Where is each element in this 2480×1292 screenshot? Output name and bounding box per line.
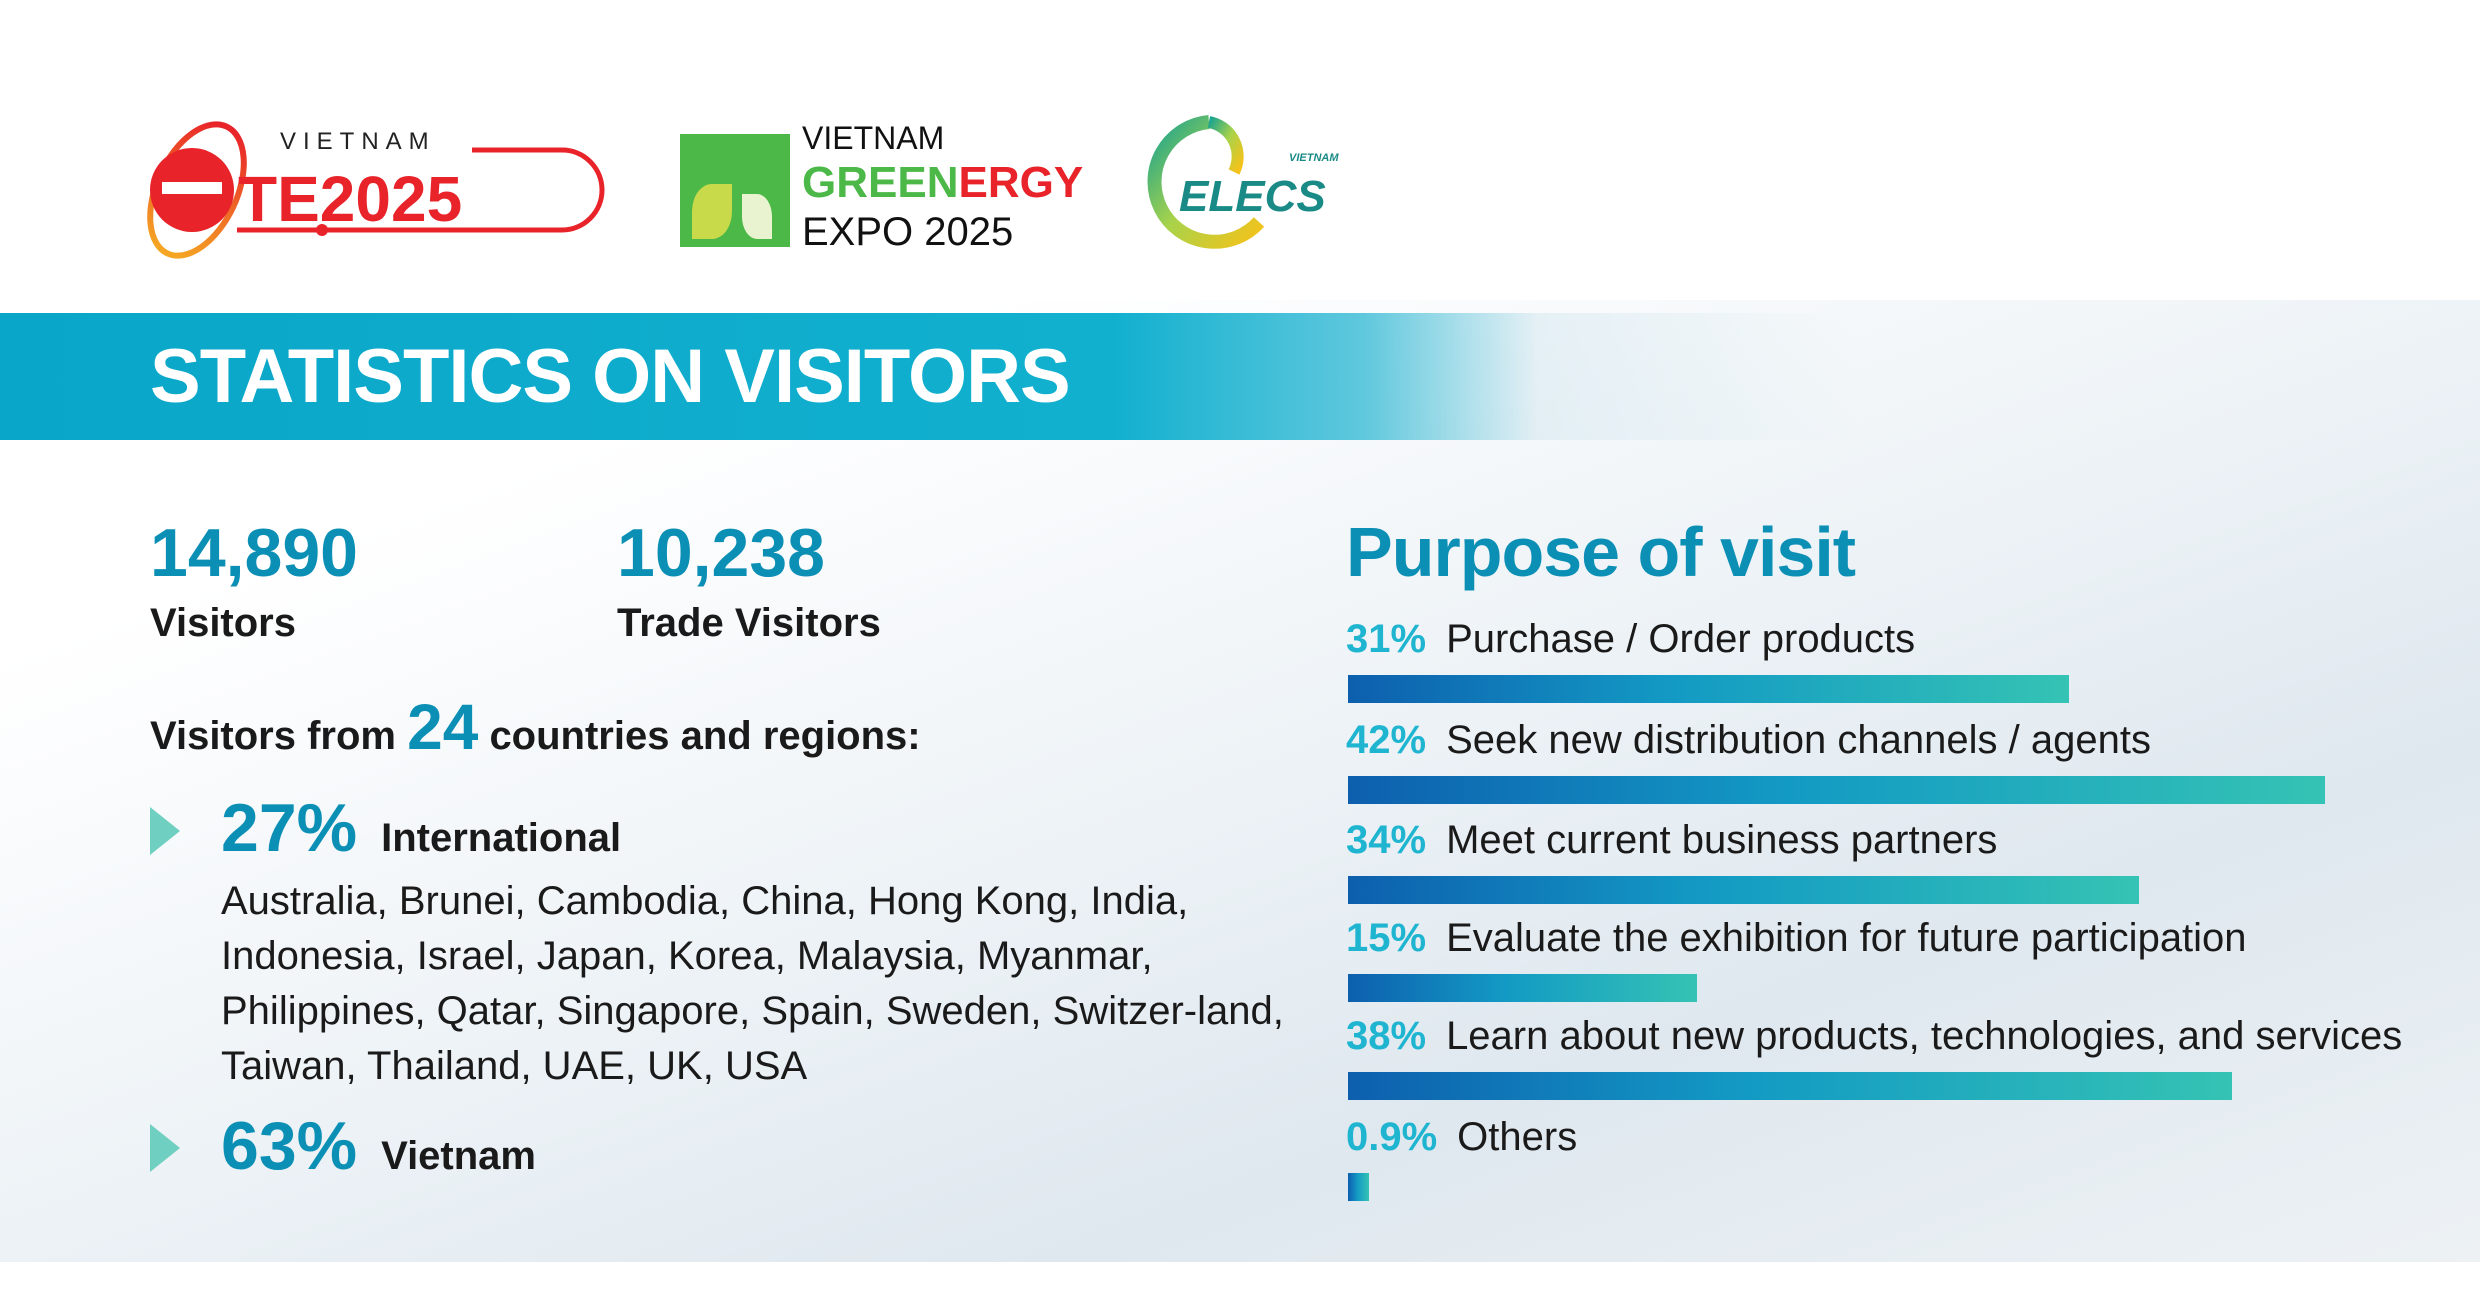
countries-count: 24 bbox=[407, 691, 479, 763]
bar bbox=[1348, 776, 2325, 804]
greenergy-green: GREEN bbox=[802, 158, 959, 207]
bar-category-label: Evaluate the exhibition for future parti… bbox=[1446, 916, 2247, 960]
bar bbox=[1348, 675, 2070, 703]
countries-heading: Visitors from 24 countries and regions: bbox=[150, 690, 921, 773]
bar-value-label: 38% bbox=[1346, 1014, 1427, 1058]
bar bbox=[1348, 1072, 2232, 1100]
title-banner bbox=[0, 313, 2480, 440]
countries-suffix: countries and regions: bbox=[489, 714, 921, 758]
greenergy-line3: EXPO 2025 bbox=[802, 210, 1014, 254]
trade-visitors-label: Trade Visitors bbox=[617, 601, 881, 645]
chart-title: Purpose of visit bbox=[1346, 513, 1856, 591]
bar-value-label: 31% bbox=[1346, 617, 1427, 661]
bar bbox=[1348, 1173, 1369, 1201]
bar-category-label: Others bbox=[1457, 1115, 1578, 1159]
bar-label: 34% Meet current business partners bbox=[1346, 816, 1997, 864]
bar-label: 31% Purchase / Order products bbox=[1346, 615, 1915, 663]
bar-category-label: Seek new distribution channels / agents bbox=[1446, 718, 2151, 762]
bar-value-label: 15% bbox=[1346, 916, 1427, 960]
bar-category-label: Meet current business partners bbox=[1446, 818, 1998, 862]
ete-logo-text: TE2025 bbox=[238, 163, 463, 235]
bar bbox=[1348, 974, 1697, 1002]
region-percent: 27% bbox=[221, 790, 358, 866]
bar-label: 0.9% Others bbox=[1346, 1113, 1577, 1161]
trade-visitors-count: 10,238 bbox=[617, 515, 825, 591]
elecs-logo-text: ELECS bbox=[1179, 172, 1326, 221]
region-label: International bbox=[381, 816, 622, 860]
ete-logo-vietnam: VIETNAM bbox=[280, 128, 436, 155]
page-title: STATISTICS ON VISITORS bbox=[150, 334, 1071, 419]
ete-logo: VIETNAM TE2025 bbox=[142, 110, 612, 260]
greenergy-line1: VIETNAM bbox=[802, 120, 945, 156]
region-international: 27% International bbox=[221, 790, 621, 885]
countries-prefix: Visitors from bbox=[150, 714, 396, 758]
region-label: Vietnam bbox=[381, 1134, 536, 1178]
bar-category-label: Purchase / Order products bbox=[1446, 617, 1916, 661]
bar bbox=[1348, 876, 2139, 904]
elecs-logo: VIETNAM ELECS bbox=[1139, 112, 1349, 257]
bar-value-label: 42% bbox=[1346, 718, 1427, 762]
triangle-bullet-icon bbox=[150, 1124, 180, 1172]
region-percent: 63% bbox=[221, 1108, 358, 1184]
region-vietnam: 63% Vietnam bbox=[221, 1108, 536, 1203]
bar-label: 15% Evaluate the exhibition for future pa… bbox=[1346, 914, 2247, 962]
elecs-logo-small: VIETNAM bbox=[1289, 152, 1339, 164]
bar-value-label: 34% bbox=[1346, 818, 1427, 862]
triangle-bullet-icon bbox=[150, 807, 180, 855]
bar-category-label: Learn about new products, technologies, … bbox=[1446, 1014, 2403, 1058]
greenergy-logo: VIETNAM GREENERGY EXPO 2025 bbox=[680, 112, 1084, 262]
country-list: Australia, Brunei, Cambodia, China, Hong… bbox=[221, 879, 1284, 1088]
greenergy-ergy: ERGY bbox=[958, 158, 1084, 207]
bar-label: 42% Seek new distribution channels / agen… bbox=[1346, 716, 2151, 764]
footer-strip bbox=[0, 1262, 2480, 1292]
visitors-label: Visitors bbox=[150, 601, 296, 645]
visitors-count: 14,890 bbox=[150, 515, 358, 591]
bar-label: 38% Learn about new products, technologie… bbox=[1346, 1012, 2402, 1060]
bar-value-label: 0.9% bbox=[1346, 1115, 1438, 1159]
greenergy-leaf-icon bbox=[680, 134, 790, 247]
